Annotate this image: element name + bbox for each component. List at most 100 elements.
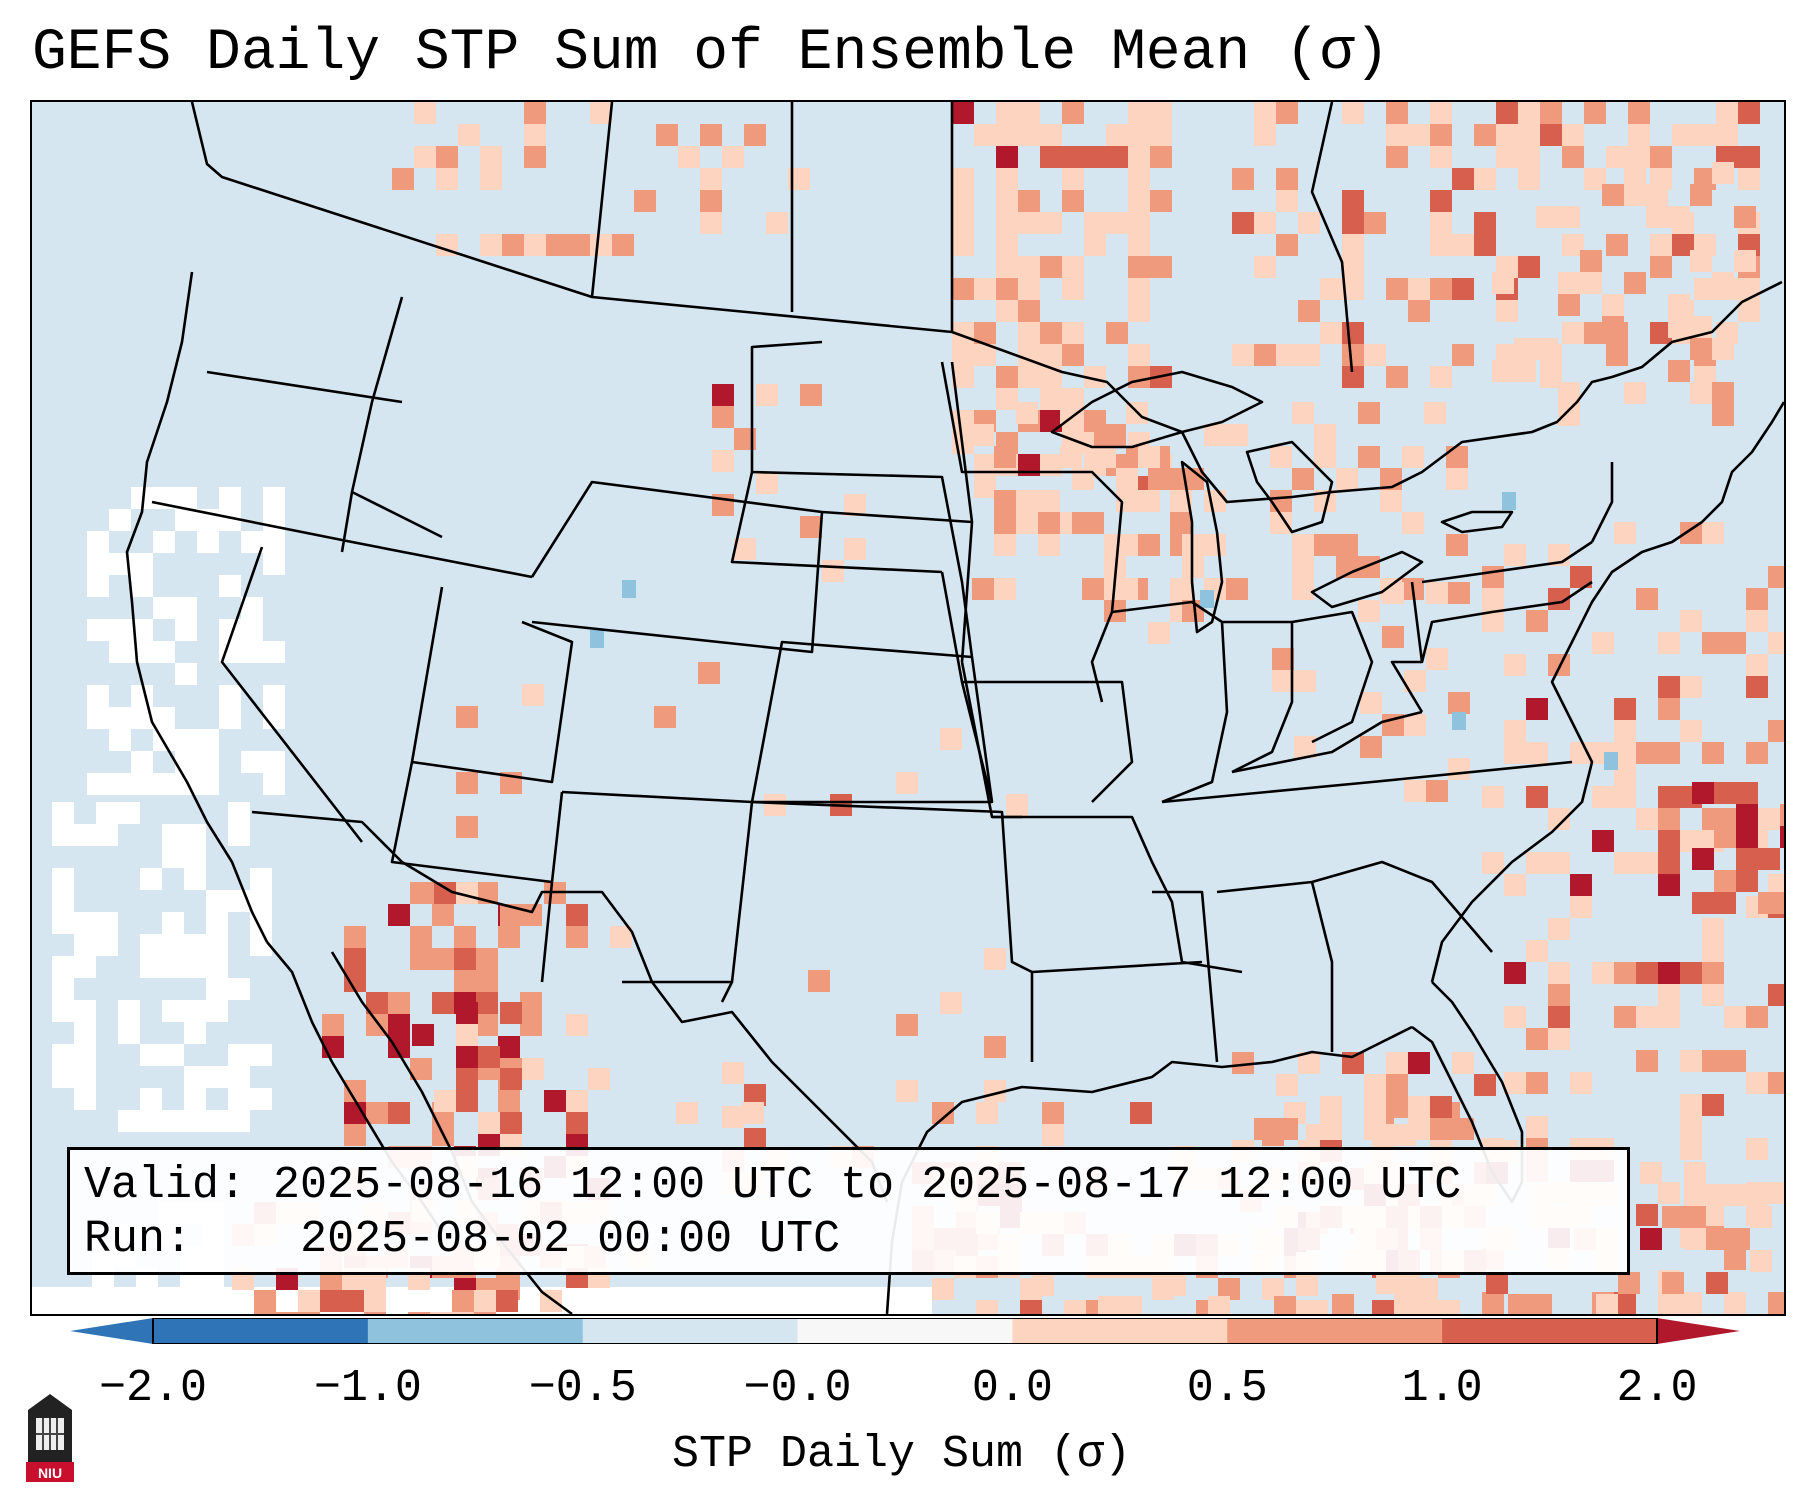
- stp-cell: [1020, 1300, 1042, 1314]
- stp-cell: [1658, 808, 1680, 830]
- stp-cell: [1692, 892, 1714, 914]
- stp-cell: [1738, 300, 1760, 322]
- stp-cell: [96, 912, 118, 934]
- stp-cell: [1482, 566, 1504, 588]
- stp-cell: [52, 802, 74, 824]
- stp-cell: [1734, 250, 1756, 272]
- stp-cell: [410, 948, 432, 970]
- stp-cell: [1452, 1118, 1474, 1140]
- stp-cell: [1768, 720, 1784, 742]
- stp-cell: [1780, 826, 1784, 848]
- stp-cell: [1724, 1050, 1746, 1072]
- stp-cell: [474, 1290, 496, 1312]
- stp-cell: [206, 890, 228, 912]
- stp-cell: [476, 1014, 498, 1036]
- stp-cell: [206, 956, 228, 978]
- stp-cell: [1062, 322, 1084, 344]
- stp-cell: [74, 956, 96, 978]
- stp-cell: [1084, 234, 1106, 256]
- stp-cell: [544, 1090, 566, 1112]
- stp-cell: [263, 531, 285, 553]
- stp-cell: [1358, 600, 1380, 622]
- stp-cell: [364, 1312, 386, 1314]
- stp-cell: [1386, 1074, 1408, 1096]
- stp-cell: [52, 956, 74, 978]
- valid-run-box: Valid: 2025-08-16 12:00 UTC to 2025-08-1…: [67, 1147, 1630, 1275]
- stp-cell: [1706, 1228, 1728, 1250]
- stp-cell: [1712, 338, 1734, 360]
- stp-cell: [1182, 468, 1204, 490]
- stp-cell: [996, 124, 1018, 146]
- stp-cell: [1716, 124, 1738, 146]
- stp-cell: [1276, 190, 1298, 212]
- stp-cell: [1298, 1052, 1320, 1074]
- stp-cell: [109, 707, 131, 729]
- stp-cell: [1342, 344, 1364, 366]
- stp-cell: [1208, 1296, 1230, 1314]
- stp-cell: [1562, 322, 1584, 344]
- stp-cell: [1536, 338, 1558, 360]
- stp-cell: [1548, 654, 1570, 676]
- stp-cell: [1558, 404, 1580, 426]
- stp-cell: [1386, 124, 1408, 146]
- stp-cell: [1758, 848, 1780, 870]
- stp-cell: [1474, 168, 1496, 190]
- stp-cell: [1040, 344, 1062, 366]
- stp-cell: [52, 1000, 74, 1022]
- stp-cell: [1270, 446, 1292, 468]
- stp-cell: [1376, 1272, 1398, 1294]
- stp-cell: [1128, 366, 1150, 388]
- stp-cell: [1526, 610, 1548, 632]
- stp-cell: [263, 553, 285, 575]
- stp-cell: [74, 1066, 96, 1088]
- stp-cell: [1452, 344, 1474, 366]
- stp-cell: [800, 384, 822, 406]
- stp-cell: [1658, 1292, 1680, 1314]
- stp-cell: [52, 890, 74, 912]
- lake-ontario: [1440, 510, 1514, 534]
- stp-cell: [197, 751, 219, 773]
- colorbar-segment: [153, 1318, 369, 1344]
- stp-cell: [184, 1066, 206, 1088]
- stp-cell: [1694, 124, 1716, 146]
- stp-cell: [1150, 102, 1172, 124]
- stp-cell: [1526, 786, 1548, 808]
- colorbar-tick-label: −0.5: [528, 1363, 637, 1414]
- stp-cell: [109, 619, 131, 641]
- stp-cell: [1724, 632, 1746, 654]
- stp-cell: [184, 1000, 206, 1022]
- stp-cell: [410, 926, 432, 948]
- stp-cell: [1360, 692, 1382, 714]
- stp-cell: [1164, 1274, 1186, 1296]
- stp-cell: [1040, 212, 1062, 234]
- stp-cell: [1596, 1294, 1618, 1314]
- stp-cell: [1714, 826, 1736, 848]
- stp-cell: [96, 824, 118, 846]
- stp-cell: [206, 1000, 228, 1022]
- stp-cell: [1580, 250, 1602, 272]
- stp-cell: [1628, 124, 1650, 146]
- stp-cell: [175, 773, 197, 795]
- stp-cell: [1518, 256, 1540, 278]
- stp-cell: [1062, 168, 1084, 190]
- stp-cell: [1032, 1274, 1054, 1296]
- stp-cell: [1342, 256, 1364, 278]
- stp-cell: [414, 146, 436, 168]
- stp-cell: [1504, 874, 1526, 896]
- stp-cell: [342, 1290, 364, 1312]
- stp-cell: [140, 956, 162, 978]
- stp-cell: [546, 234, 568, 256]
- stp-cell: [366, 1102, 388, 1124]
- stp-cell: [590, 630, 604, 648]
- stp-cell: [1320, 1118, 1342, 1140]
- stp-cell: [1746, 588, 1768, 610]
- stp-cell: [478, 1046, 500, 1068]
- stp-cell: [1690, 382, 1712, 404]
- stp-cell: [1692, 782, 1714, 804]
- stp-cell: [676, 1102, 698, 1124]
- stp-cell: [1658, 1006, 1680, 1028]
- stp-cell: [984, 1080, 1006, 1102]
- stp-cell: [1570, 896, 1592, 918]
- stp-cell: [1038, 512, 1060, 534]
- stp-cell: [432, 948, 454, 970]
